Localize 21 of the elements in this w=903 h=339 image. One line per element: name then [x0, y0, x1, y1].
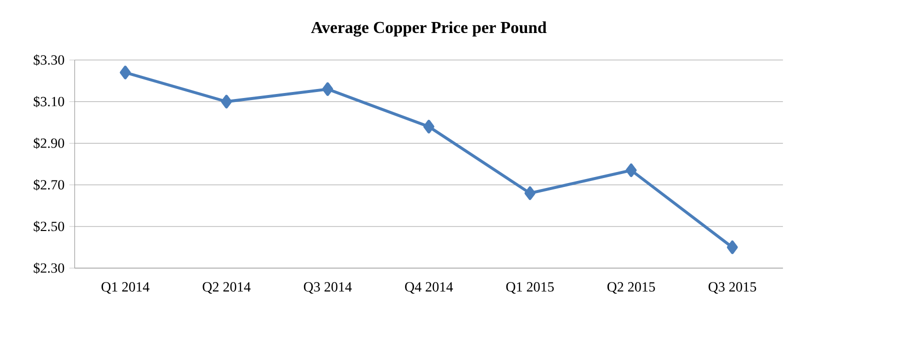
- y-tick-label: $3.10: [34, 96, 64, 108]
- y-tick-label: $3.30: [34, 54, 64, 66]
- y-tick-label: $2.90: [34, 138, 64, 149]
- x-tick-label: Q2 2015: [607, 282, 655, 294]
- chart-title: Average Copper Price per Pound: [311, 21, 547, 37]
- x-tick-label: Q2 2014: [202, 282, 251, 294]
- point: [120, 66, 131, 80]
- point: [423, 120, 434, 134]
- x-tick-label: Q1 2014: [102, 282, 150, 294]
- x-tick-label: Q3 2014: [304, 282, 352, 294]
- x-tick-label: Q4 2014: [405, 282, 453, 294]
- y-tick-label: $2.70: [34, 179, 64, 191]
- point: [322, 82, 334, 96]
- point: [626, 164, 637, 178]
- point: [221, 94, 232, 109]
- point: [726, 240, 738, 254]
- point: [524, 186, 536, 200]
- x-tick-label: Q3 2015: [708, 282, 756, 294]
- y-tick-label: $2.50: [34, 220, 64, 232]
- x-tick-label: Q1 2015: [506, 282, 554, 294]
- y-tick-label: $2.30: [34, 262, 64, 274]
